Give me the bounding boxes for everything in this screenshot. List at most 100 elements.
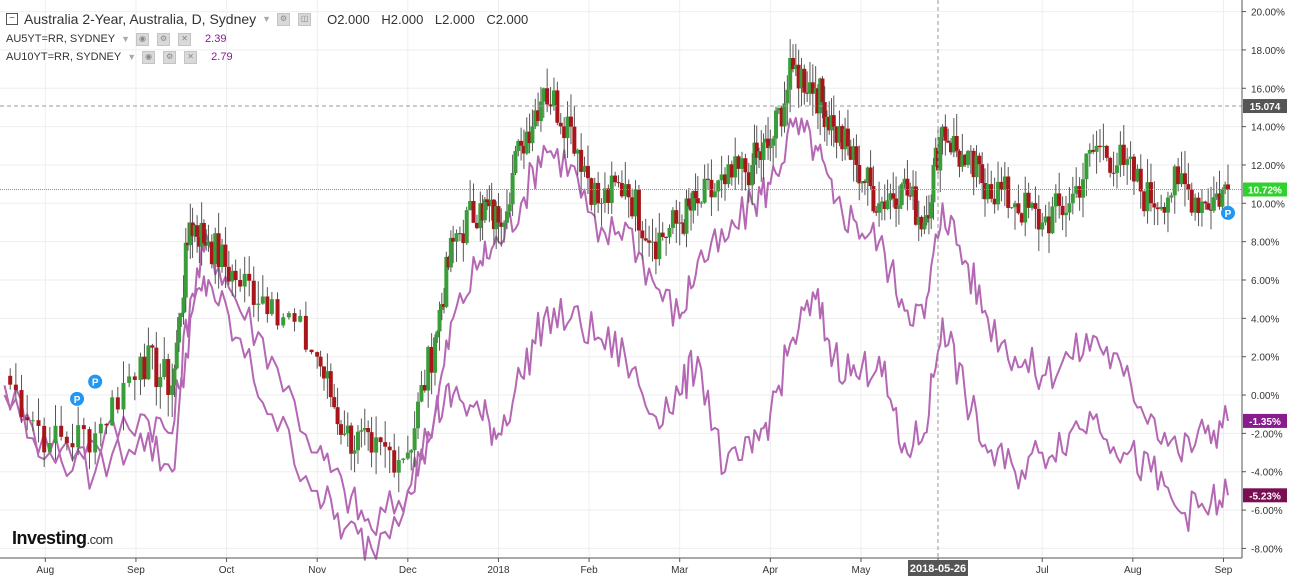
candle-body <box>1199 201 1204 214</box>
candle-body <box>1155 207 1160 210</box>
candle-body <box>1193 197 1198 213</box>
x-tick-label: 2018 <box>487 565 510 576</box>
candle-body <box>773 110 778 139</box>
candle-body <box>527 131 532 144</box>
candle-body <box>30 420 35 422</box>
y-tick-label: 18.00% <box>1251 46 1285 57</box>
study-name[interactable]: AU10YT=RR, SYDNEY <box>6 51 122 63</box>
candle-body <box>766 138 771 149</box>
candle-body <box>115 397 120 410</box>
candle-body <box>220 244 225 268</box>
candle-body <box>1114 165 1119 173</box>
candle-body <box>1050 206 1055 234</box>
chevron-down-icon[interactable]: ▼ <box>262 14 272 24</box>
settings-icon[interactable]: ⚙ <box>163 50 177 64</box>
candle-body <box>660 232 665 238</box>
logo-suffix: .com <box>86 532 114 547</box>
candle-body <box>146 345 151 380</box>
candle-body <box>1186 184 1191 190</box>
candle-body <box>971 150 976 178</box>
candle-body <box>885 200 890 210</box>
candle-body <box>630 197 635 217</box>
markers[interactable]: PPP <box>70 205 1235 406</box>
x-axis[interactable]: Aug Sep Oct Nov Dec 2018 Feb Mar Apr May 2018-05-2… <box>0 557 1242 576</box>
candle-body <box>606 188 611 203</box>
candle-body <box>230 270 235 282</box>
x-tick-label: Apr <box>763 565 779 576</box>
close-icon[interactable]: ✕ <box>184 50 198 64</box>
candle-body <box>162 359 167 378</box>
candle-body <box>70 443 75 448</box>
x-tick-label: Feb <box>580 565 598 576</box>
candle-body <box>558 122 563 127</box>
candle-body <box>805 92 810 94</box>
candle-body <box>882 201 887 210</box>
candle-body <box>871 186 876 212</box>
candle-body <box>985 184 990 200</box>
candle-body <box>968 150 973 152</box>
candle-body <box>822 102 827 128</box>
candle-body <box>496 206 501 223</box>
candle-body <box>504 211 509 223</box>
candle-body <box>199 222 204 247</box>
candle-body <box>209 241 214 265</box>
candle-body <box>530 126 535 144</box>
candle-body <box>709 179 714 198</box>
au10-last-label: -5.23% <box>1249 491 1281 502</box>
settings-icon[interactable]: ⚙ <box>277 12 291 26</box>
candle-body <box>592 182 597 205</box>
candle-body <box>378 437 383 443</box>
candle-body <box>1138 168 1143 192</box>
legend-main-title[interactable]: Australia 2-Year, Australia, D, Sydney <box>24 11 257 27</box>
close-icon[interactable]: ✕ <box>178 32 192 46</box>
candle-body <box>507 204 512 212</box>
collapse-icon[interactable]: − <box>6 13 18 25</box>
candle-body <box>684 198 689 234</box>
y-tick-label: 2.00% <box>1251 353 1279 364</box>
candle-body <box>736 156 741 169</box>
ohlc-open: O2.000 <box>327 11 370 27</box>
candle-body <box>1057 193 1062 206</box>
candles <box>8 39 1230 493</box>
candle-body <box>448 237 453 268</box>
candle-body <box>562 126 567 139</box>
candle-body <box>1013 203 1018 208</box>
y-axis[interactable]: 20.00% 18.00% 16.00% 14.00% 12.00% 10.00% 8.00… <box>1241 0 1285 558</box>
candle-body <box>771 138 776 146</box>
source-icon[interactable]: ◫ <box>298 12 312 26</box>
candle-body <box>1036 208 1041 230</box>
candle-body <box>338 424 343 435</box>
candle-body <box>1026 192 1031 208</box>
chevron-down-icon[interactable]: ▼ <box>121 34 131 44</box>
candle-body <box>519 140 524 146</box>
candle-body <box>585 165 590 179</box>
ohlc-close: C2.000 <box>486 11 529 27</box>
candle-body <box>933 147 938 165</box>
candle-body <box>757 151 762 158</box>
candle-body <box>251 280 256 305</box>
candle-body <box>935 147 940 171</box>
candle-body <box>596 182 601 204</box>
eye-icon[interactable]: ◉ <box>142 50 156 64</box>
marker-p-icon <box>1221 205 1235 220</box>
candle-body <box>951 135 956 153</box>
candle-body <box>545 88 550 105</box>
candle-body <box>396 459 401 473</box>
candle-body <box>706 178 711 180</box>
study-name[interactable]: AU5YT=RR, SYDNEY <box>6 33 116 45</box>
y-tick-label: 0.00% <box>1251 391 1279 402</box>
chevron-down-icon[interactable]: ▼ <box>127 52 137 62</box>
candle-body <box>759 151 764 160</box>
candle-body <box>516 140 521 152</box>
candle-body <box>426 347 431 391</box>
candle-body <box>650 241 655 243</box>
candle-body <box>924 215 929 223</box>
settings-icon[interactable]: ⚙ <box>157 32 171 46</box>
eye-icon[interactable]: ◉ <box>136 32 150 46</box>
x-tick-label: Aug <box>1124 565 1142 576</box>
candle-body <box>362 428 367 431</box>
candle-body <box>740 158 745 169</box>
candle-body <box>349 425 354 454</box>
